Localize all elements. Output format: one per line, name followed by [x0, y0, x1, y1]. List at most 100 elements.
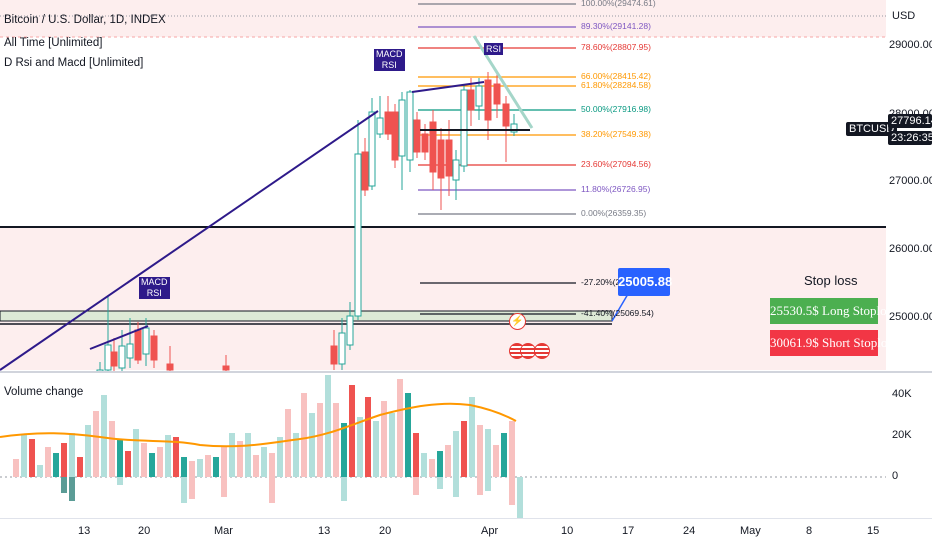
candle-body	[222, 365, 230, 371]
volume-bar	[509, 421, 515, 477]
pane-separator[interactable]	[0, 371, 932, 373]
us-flag-event-icon[interactable]	[534, 343, 550, 359]
volume-bar	[405, 393, 411, 477]
candle-body	[166, 363, 174, 371]
volume-bar	[237, 441, 243, 477]
volume-bar	[261, 447, 267, 477]
volume-bar	[453, 431, 459, 477]
volume-bar	[461, 421, 467, 477]
candle-body	[150, 335, 158, 361]
volume-bar	[373, 421, 379, 477]
fib-level-label: 50.00%(27916.98)	[581, 104, 651, 114]
candle-body	[338, 332, 346, 365]
volume-bar	[181, 457, 187, 477]
macd-label-top[interactable]: MACD RSI	[374, 49, 405, 71]
volume-bar	[229, 433, 235, 477]
currency-label: USD	[892, 10, 916, 22]
volume-bar	[13, 459, 19, 477]
rsi-label-right[interactable]: RSI	[484, 43, 504, 55]
short-stoploss-button[interactable]: 30061.9$ Short Stoploss	[770, 330, 898, 356]
candle-body	[421, 133, 429, 153]
symbol-tag: BTCUSD	[846, 122, 898, 136]
time-tick: 13	[318, 525, 331, 537]
price-tick: 27000.00	[889, 175, 932, 187]
candle-body	[376, 117, 384, 135]
candle-body	[384, 111, 392, 135]
fib-level-label: 66.00%(28415.42)	[581, 71, 651, 81]
candle-body	[368, 111, 376, 187]
indicator-all-time[interactable]: All Time [Unlimited]	[4, 37, 103, 49]
volume-bar	[285, 409, 291, 477]
volume-tick: 0	[892, 470, 899, 482]
fib-level-label: -41.40%(25069.54)	[581, 308, 654, 318]
macd-low-trendline[interactable]	[89, 325, 149, 350]
volume-bar-negative	[413, 477, 419, 495]
volume-bar	[101, 395, 107, 477]
volume-ma-line	[0, 402, 517, 448]
volume-bar	[149, 453, 155, 477]
volume-bar	[157, 447, 163, 477]
target-pointer	[611, 293, 629, 322]
volume-bar	[45, 447, 51, 477]
volume-bar	[317, 403, 323, 477]
price-axis[interactable]	[886, 0, 932, 372]
time-tick: Apr	[481, 525, 499, 537]
volume-bar	[365, 397, 371, 477]
time-tick: 20	[379, 525, 392, 537]
time-axis[interactable]	[0, 518, 932, 550]
volume-bar	[141, 443, 147, 477]
volume-bar	[29, 439, 35, 477]
fib-level-label: 38.20%(27549.38)	[581, 129, 651, 139]
candle-body	[110, 351, 118, 367]
volume-bars	[13, 375, 523, 518]
symbol-title[interactable]: Bitcoin / U.S. Dollar, 1D, INDEX	[4, 14, 166, 26]
macd-label-low[interactable]: MACD RSI	[139, 277, 170, 299]
target-price-badge[interactable]: 25005.88	[618, 268, 672, 296]
candlesticks	[96, 72, 518, 372]
long-stoploss-button[interactable]: 25530.5$ Long Stoploss	[770, 298, 897, 324]
volume-bar	[293, 433, 299, 477]
macd-trendline[interactable]	[0, 110, 379, 371]
volume-bar-negative	[437, 477, 443, 489]
volume-bar	[277, 437, 283, 477]
fib-level-label: 61.80%(28284.58)	[581, 80, 651, 90]
volume-bar-negative	[517, 477, 523, 518]
volume-bar	[301, 393, 307, 477]
candle-body	[437, 139, 445, 179]
volume-bar	[357, 417, 363, 477]
support-band-25000	[0, 310, 613, 322]
candle-body	[142, 327, 150, 355]
volume-bar	[485, 429, 491, 477]
volume-bar-negative	[61, 477, 67, 493]
candle-body	[413, 119, 421, 153]
volume-bar	[133, 429, 139, 477]
volume-change-title[interactable]: Volume change	[4, 386, 84, 398]
volume-bar	[341, 423, 347, 477]
volume-bar	[37, 465, 43, 477]
rsi-trendline[interactable]	[411, 81, 485, 93]
stop-loss-title: Stop loss	[804, 273, 858, 288]
macd-text: MACD	[376, 49, 403, 59]
rsi-diagonal[interactable]	[472, 35, 534, 129]
fib-level-label: 78.60%(28807.95)	[581, 42, 651, 52]
time-tick: 17	[622, 525, 635, 537]
volume-bar-negative	[453, 477, 459, 497]
volume-bar	[429, 459, 435, 477]
volume-bar	[437, 451, 443, 477]
candle-body	[391, 111, 399, 161]
candle-body	[126, 343, 134, 359]
time-tick: 10	[561, 525, 574, 537]
flash-event-icon[interactable]: ⚡	[509, 313, 526, 330]
volume-bar	[117, 439, 123, 477]
price-pane[interactable]	[0, 0, 886, 372]
volume-bar	[421, 453, 427, 477]
volume-bar	[125, 451, 131, 477]
volume-tick: 20K	[892, 429, 912, 441]
volume-bar-negative	[117, 477, 123, 485]
volume-bar	[397, 379, 403, 477]
candle-body	[484, 79, 492, 121]
volume-pane[interactable]	[0, 373, 886, 518]
indicator-rsi-macd[interactable]: D Rsi and Macd [Unlimited]	[4, 57, 144, 69]
volume-bar-negative	[269, 477, 275, 503]
volume-bar	[21, 435, 27, 477]
